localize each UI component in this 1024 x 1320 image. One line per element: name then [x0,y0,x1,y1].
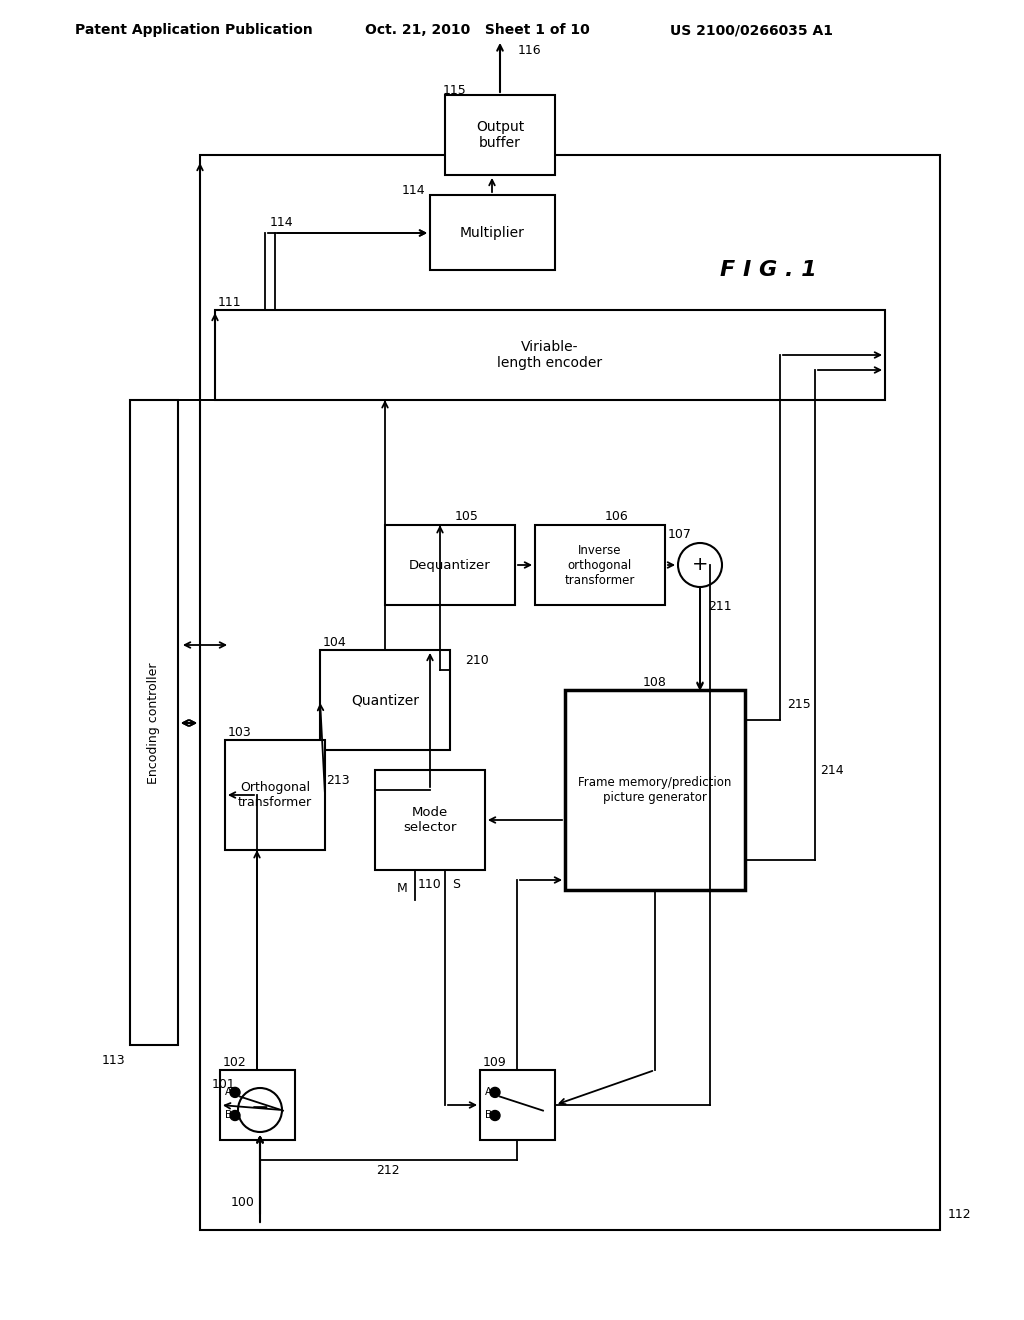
Text: 210: 210 [465,653,488,667]
Bar [430,195,555,271]
Text: A: A [225,1088,232,1097]
Circle shape [230,1088,240,1097]
Bar [130,400,178,1045]
Text: +: + [692,556,709,574]
Text: 114: 114 [270,216,294,230]
Text: Multiplier: Multiplier [460,226,524,240]
Text: −: − [251,1098,269,1118]
Text: US 2100/0266035 A1: US 2100/0266035 A1 [670,22,833,37]
Text: Mode
selector: Mode selector [403,807,457,834]
Text: 116: 116 [518,44,542,57]
Text: Oct. 21, 2010   Sheet 1 of 10: Oct. 21, 2010 Sheet 1 of 10 [365,22,590,37]
Text: 108: 108 [643,676,667,689]
Text: Orthogonal
transformer: Orthogonal transformer [238,781,312,809]
Text: M: M [396,882,408,895]
Bar [385,525,515,605]
Bar [565,690,745,890]
Text: 102: 102 [223,1056,247,1068]
Text: 115: 115 [443,83,467,96]
Bar [480,1071,555,1140]
Text: 112: 112 [948,1209,972,1221]
Circle shape [230,1110,240,1121]
Text: B: B [485,1110,492,1121]
Bar [215,310,885,400]
Text: 114: 114 [401,183,425,197]
Text: 103: 103 [228,726,252,738]
Text: Inverse
orthogonal
transformer: Inverse orthogonal transformer [565,544,635,586]
Text: S: S [452,879,460,891]
Text: 101: 101 [211,1078,234,1092]
Text: Output
buffer: Output buffer [476,120,524,150]
Text: 212: 212 [376,1163,399,1176]
Text: 214: 214 [820,763,844,776]
Text: 213: 213 [327,774,350,787]
Text: 113: 113 [101,1053,125,1067]
Bar [445,95,555,176]
Text: Dequantizer: Dequantizer [410,558,490,572]
Text: Viriable-
length encoder: Viriable- length encoder [498,339,602,370]
Text: 215: 215 [787,698,811,711]
Text: 104: 104 [323,635,347,648]
Text: 109: 109 [483,1056,507,1068]
Text: 107: 107 [668,528,692,541]
Bar [535,525,665,605]
Text: B: B [225,1110,232,1121]
Text: Quantizer: Quantizer [351,693,419,708]
Text: F I G . 1: F I G . 1 [720,260,817,280]
Bar [375,770,485,870]
Text: Patent Application Publication: Patent Application Publication [75,22,312,37]
Circle shape [490,1088,500,1097]
Bar [220,1071,295,1140]
Text: 111: 111 [218,296,242,309]
Bar [319,649,450,750]
Text: Frame memory/prediction
picture generator: Frame memory/prediction picture generato… [579,776,732,804]
Text: 105: 105 [455,511,479,524]
Bar [225,741,325,850]
Text: 211: 211 [708,601,731,614]
Text: 100: 100 [231,1196,255,1209]
Text: Encoding controller: Encoding controller [147,663,161,784]
Bar [200,154,940,1230]
Text: 106: 106 [605,511,629,524]
Circle shape [490,1110,500,1121]
Text: A: A [485,1088,492,1097]
Text: 110: 110 [418,879,442,891]
